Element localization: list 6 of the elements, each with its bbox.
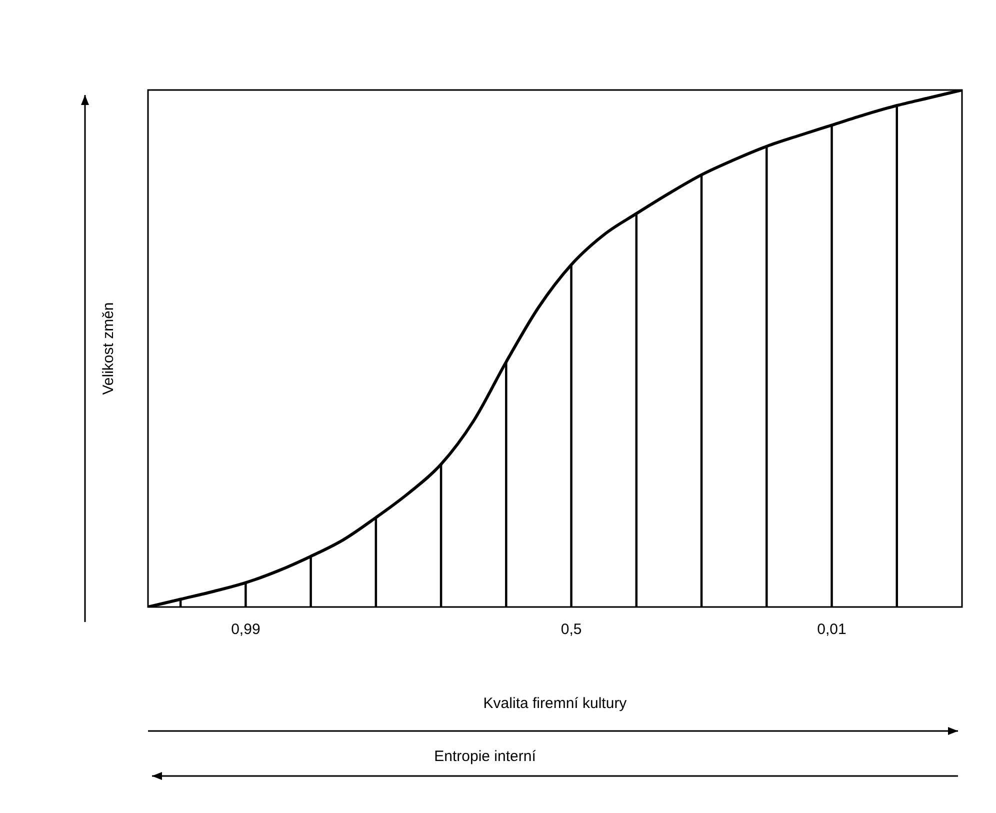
y-axis-title: Velikost změn: [100, 302, 118, 395]
x-tick-label: 0,01: [817, 621, 846, 638]
text: Entropie interní: [434, 748, 536, 765]
x-tick-label: 0,99: [231, 621, 260, 638]
x-tick-label: 0,5: [560, 621, 582, 638]
x-axis-title: Kvalita firemní kultury: [483, 695, 627, 712]
